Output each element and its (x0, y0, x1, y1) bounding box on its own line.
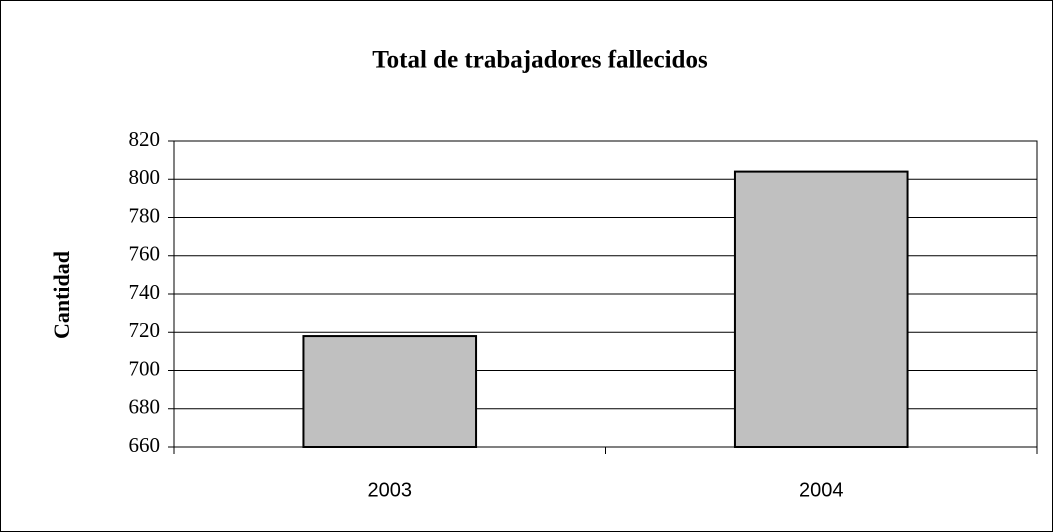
bar (302, 335, 478, 449)
y-tick-label: 800 (129, 165, 161, 189)
chart-title: Total de trabajadores fallecidos (372, 47, 708, 74)
y-tick-label: 720 (129, 318, 161, 342)
x-tick-label: 2004 (799, 479, 844, 501)
y-tick-label: 820 (129, 127, 161, 151)
bar (733, 170, 909, 448)
y-tick-label: 680 (129, 395, 161, 419)
x-tick-label: 2003 (368, 479, 413, 501)
y-axis-label: Cantidad (49, 251, 74, 339)
y-tick-label: 780 (129, 203, 161, 227)
y-tick-label: 740 (129, 280, 161, 304)
y-tick-label: 700 (129, 356, 161, 380)
y-tick-label: 660 (129, 433, 161, 457)
y-tick-label: 760 (129, 242, 161, 266)
